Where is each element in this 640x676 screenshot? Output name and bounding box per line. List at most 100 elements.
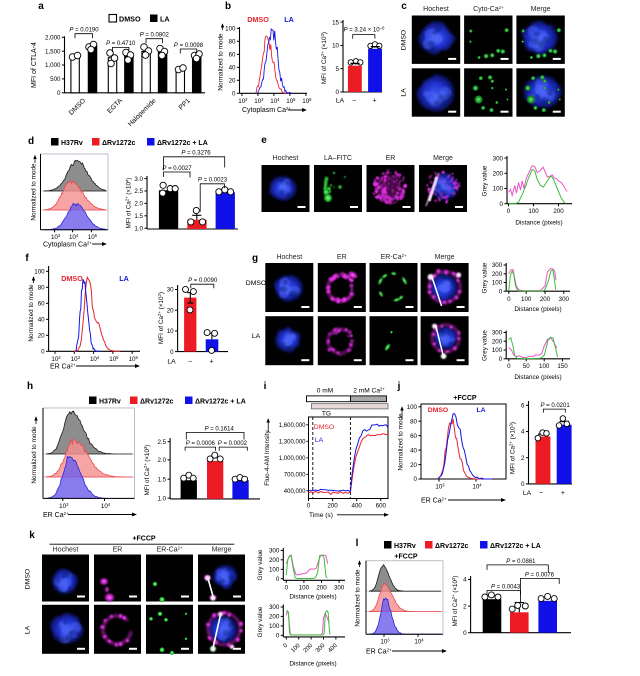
svg-text:LA: LA	[167, 359, 176, 366]
svg-text:400: 400	[352, 503, 363, 510]
svg-text:+FCCP: +FCCP	[453, 395, 476, 402]
svg-text:TG: TG	[322, 411, 331, 418]
svg-text:Normalized to mode: Normalized to mode	[31, 163, 38, 221]
svg-text:300: 300	[492, 330, 503, 337]
svg-text:0: 0	[414, 476, 418, 483]
svg-text:MFI of Ca2+ (×103): MFI of Ca2+ (×103)	[451, 576, 460, 627]
svg-text:0: 0	[285, 585, 289, 592]
svg-text:0 mM: 0 mM	[317, 388, 333, 395]
svg-text:0: 0	[499, 356, 503, 363]
svg-text:80: 80	[38, 285, 45, 292]
svg-text:Fluo-4-AM Intensity: Fluo-4-AM Intensity	[264, 429, 271, 485]
svg-text:Time (s): Time (s)	[309, 512, 333, 519]
svg-text:2.0: 2.0	[134, 201, 143, 208]
svg-text:i: i	[264, 381, 267, 392]
svg-text:0: 0	[463, 630, 467, 637]
svg-text:Distance (pixels): Distance (pixels)	[514, 306, 561, 313]
svg-text:Grey value: Grey value	[257, 549, 264, 580]
svg-text:100: 100	[492, 347, 503, 354]
svg-text:400,000: 400,000	[284, 489, 306, 495]
svg-text:+FCCP: +FCCP	[394, 554, 417, 561]
svg-text:ΔRv1272c: ΔRv1272c	[140, 398, 174, 405]
svg-text:0: 0	[499, 288, 503, 295]
svg-text:P = 0.0027: P = 0.0027	[162, 166, 192, 172]
svg-text:f: f	[25, 253, 29, 264]
svg-text:40: 40	[229, 65, 236, 72]
svg-text:g: g	[252, 253, 258, 264]
svg-text:+: +	[372, 98, 376, 105]
svg-text:100: 100	[407, 404, 418, 411]
svg-text:PP1: PP1	[178, 97, 192, 111]
svg-text:0: 0	[507, 296, 511, 303]
svg-text:P = 0.0002: P = 0.0002	[218, 441, 248, 447]
svg-text:150: 150	[557, 363, 568, 370]
svg-text:300: 300	[493, 155, 504, 162]
svg-text:Merge: Merge	[212, 547, 232, 554]
svg-text:LA: LA	[401, 88, 408, 97]
svg-text:H37Rv: H37Rv	[394, 543, 416, 550]
svg-text:100: 100	[290, 642, 302, 654]
svg-text:40: 40	[410, 447, 417, 454]
svg-text:P = 0.0006: P = 0.0006	[186, 441, 216, 447]
svg-text:l: l	[356, 538, 359, 549]
svg-text:DMSO: DMSO	[428, 407, 448, 414]
svg-text:1.0: 1.0	[157, 495, 166, 502]
svg-text:106: 106	[302, 96, 312, 105]
svg-text:0: 0	[232, 91, 236, 98]
svg-text:104: 104	[69, 233, 79, 242]
svg-text:1.5: 1.5	[134, 213, 143, 220]
svg-text:ER-Ca2+: ER-Ca2+	[157, 545, 183, 554]
svg-text:Merge: Merge	[531, 6, 551, 13]
svg-text:104: 104	[414, 637, 424, 646]
svg-text:500: 500	[50, 76, 61, 83]
svg-text:Grey value: Grey value	[482, 330, 489, 361]
svg-text:ER: ER	[113, 547, 123, 554]
svg-text:k: k	[29, 530, 35, 541]
svg-text:DMSO: DMSO	[247, 15, 269, 24]
svg-text:2.5: 2.5	[157, 439, 166, 446]
svg-text:P = 0.3276: P = 0.3276	[181, 151, 211, 157]
svg-text:2.0: 2.0	[157, 457, 166, 464]
svg-text:Cytoplasm Ca2+: Cytoplasm Ca2+	[242, 106, 291, 115]
svg-text:Merge: Merge	[435, 254, 455, 261]
svg-text:LA: LA	[315, 437, 324, 444]
svg-text:MFI of Ca2+ (×104): MFI of Ca2+ (×104)	[124, 178, 133, 229]
svg-text:100: 100	[34, 269, 45, 276]
svg-text:P = 0.0023: P = 0.0023	[198, 178, 228, 184]
svg-text:1,000,000: 1,000,000	[279, 456, 306, 462]
svg-text:60: 60	[38, 301, 45, 308]
svg-text:100: 100	[492, 280, 503, 287]
svg-text:Hochest: Hochest	[53, 547, 79, 554]
svg-text:+: +	[210, 359, 214, 366]
svg-text:MFI of Ca2+ (×103): MFI of Ca2+ (×103)	[508, 422, 517, 474]
svg-text:100: 100	[493, 186, 504, 193]
svg-text:j: j	[397, 381, 401, 392]
svg-text:105: 105	[88, 233, 98, 242]
svg-text:ΔRv1272c: ΔRv1272c	[435, 543, 469, 550]
svg-text:Halopemide: Halopemide	[127, 97, 158, 128]
svg-text:105: 105	[109, 354, 119, 363]
svg-text:DMSO: DMSO	[246, 280, 266, 287]
svg-text:ER Ca2+: ER Ca2+	[366, 647, 392, 656]
svg-text:0: 0	[507, 208, 511, 215]
svg-text:20: 20	[38, 333, 45, 340]
svg-text:80: 80	[229, 39, 236, 46]
svg-text:Distance (pixels): Distance (pixels)	[289, 660, 336, 667]
svg-text:104: 104	[270, 96, 280, 105]
svg-text:ΔRv1272c + LA: ΔRv1272c + LA	[157, 140, 208, 147]
svg-text:15: 15	[332, 19, 339, 26]
svg-text:300: 300	[492, 262, 503, 269]
svg-text:1.0: 1.0	[134, 225, 143, 232]
svg-text:ER Ca2+: ER Ca2+	[50, 362, 76, 371]
svg-text:30: 30	[167, 287, 174, 294]
svg-text:20: 20	[410, 462, 417, 469]
svg-text:Grey value: Grey value	[257, 606, 264, 637]
svg-text:0: 0	[276, 633, 280, 640]
svg-text:P = 0.0090: P = 0.0090	[188, 278, 218, 284]
svg-text:EGTA: EGTA	[106, 97, 124, 115]
svg-text:100: 100	[521, 296, 532, 303]
svg-text:LA: LA	[252, 333, 261, 340]
svg-text:ER Ca2+: ER Ca2+	[43, 511, 69, 520]
svg-text:d: d	[28, 136, 34, 147]
svg-text:H37Rv: H37Rv	[61, 140, 83, 147]
